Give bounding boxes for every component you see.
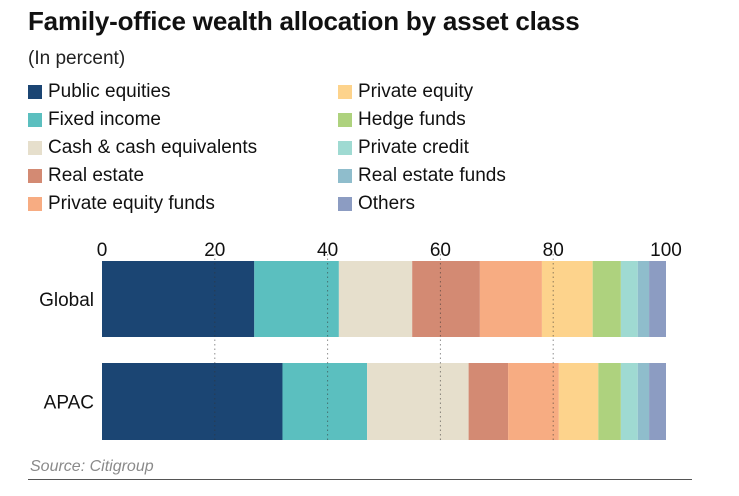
legend-label: Private equity funds (48, 193, 215, 214)
bar-segment (637, 261, 650, 337)
bar-segment (102, 363, 283, 440)
legend-label: Hedge funds (358, 109, 466, 130)
bar-segment (412, 261, 480, 337)
legend-swatch (28, 169, 42, 183)
bar-segment (102, 261, 255, 337)
legend-item: Others (338, 190, 415, 218)
legend-label: Public equities (48, 81, 171, 102)
bar-segment (620, 363, 638, 440)
source-note: Source: Citigroup (30, 458, 154, 475)
stacked-bar-chart: 0 20 40 60 80 100 Global APAC (39, 240, 682, 442)
bar-segment (620, 261, 638, 337)
legend-item: Hedge funds (338, 106, 466, 134)
legend-label: Real estate (48, 165, 145, 186)
legend-item: Private equity funds (28, 190, 215, 218)
legend-swatch (28, 141, 42, 155)
x-tick-label: 100 (650, 240, 682, 261)
legend-swatch (338, 113, 352, 127)
legend-label: Fixed income (48, 109, 161, 130)
legend-item: Public equities (28, 78, 171, 106)
bar-segment (254, 261, 339, 337)
legend-swatch (28, 85, 42, 99)
legend-swatch (28, 197, 42, 211)
legend-swatch (338, 169, 352, 183)
category-label: Global (39, 290, 94, 311)
chart-subtitle: (In percent) (28, 48, 126, 69)
x-tick-label: 0 (97, 240, 108, 261)
source-divider (28, 479, 692, 480)
legend-swatch (338, 141, 352, 155)
bar-segment (558, 363, 599, 440)
bar-segment (508, 363, 559, 440)
bar-segment (468, 363, 509, 440)
legend-label: Private credit (358, 137, 469, 158)
legend-swatch (28, 113, 42, 127)
bar-segment (282, 363, 368, 440)
legend-swatch (338, 197, 352, 211)
legend-item: Private credit (338, 134, 469, 162)
x-tick-label: 40 (317, 240, 338, 261)
bar-segment (479, 261, 542, 337)
category-label: APAC (44, 393, 94, 414)
legend-label: Real estate funds (358, 165, 506, 186)
legend-item: Private equity (338, 78, 473, 106)
bar-segment (592, 261, 621, 337)
legend-item: Cash & cash equivalents (28, 134, 257, 162)
legend: Public equities Private equity Fixed incom… (28, 78, 668, 218)
chart-title: Family-office wealth allocation by asset… (28, 6, 580, 36)
bar-segment (367, 363, 469, 440)
bar-segment (637, 363, 650, 440)
legend-label: Private equity (358, 81, 474, 102)
bar-segment (541, 261, 593, 337)
bar-segment (649, 261, 666, 337)
legend-item: Real estate funds (338, 162, 506, 190)
legend-label: Cash & cash equivalents (48, 137, 258, 158)
x-tick-label: 60 (430, 240, 451, 261)
legend-item: Fixed income (28, 106, 161, 134)
bar-segment (598, 363, 621, 440)
legend-item: Real estate (28, 162, 144, 190)
x-tick-label: 20 (204, 240, 225, 261)
bar-segment (338, 261, 413, 337)
legend-swatch (338, 85, 352, 99)
legend-label: Others (358, 193, 416, 214)
x-tick-label: 80 (543, 240, 564, 261)
bar-segment (649, 363, 666, 440)
